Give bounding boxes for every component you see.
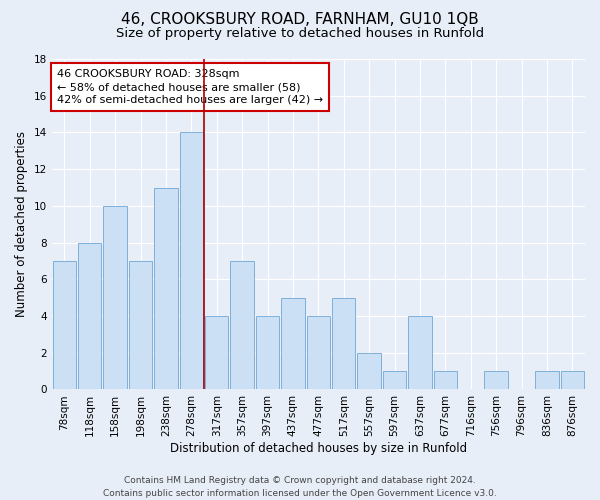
Bar [53,261,76,390]
Bar [256,316,279,390]
X-axis label: Distribution of detached houses by size in Runfold: Distribution of detached houses by size … [170,442,467,455]
Y-axis label: Number of detached properties: Number of detached properties [15,131,28,317]
Text: 46, CROOKSBURY ROAD, FARNHAM, GU10 1QB: 46, CROOKSBURY ROAD, FARNHAM, GU10 1QB [121,12,479,28]
Bar [230,261,254,390]
Bar [129,261,152,390]
Text: Size of property relative to detached houses in Runfold: Size of property relative to detached ho… [116,28,484,40]
Bar [408,316,431,390]
Bar [154,188,178,390]
Bar [281,298,305,390]
Bar [383,371,406,390]
Bar [103,206,127,390]
Bar [560,371,584,390]
Bar [484,371,508,390]
Bar [78,242,101,390]
Bar [307,316,330,390]
Text: 46 CROOKSBURY ROAD: 328sqm
← 58% of detached houses are smaller (58)
42% of semi: 46 CROOKSBURY ROAD: 328sqm ← 58% of deta… [57,69,323,106]
Bar [535,371,559,390]
Bar [434,371,457,390]
Text: Contains HM Land Registry data © Crown copyright and database right 2024.
Contai: Contains HM Land Registry data © Crown c… [103,476,497,498]
Bar [358,352,381,390]
Bar [332,298,355,390]
Bar [179,132,203,390]
Bar [205,316,229,390]
